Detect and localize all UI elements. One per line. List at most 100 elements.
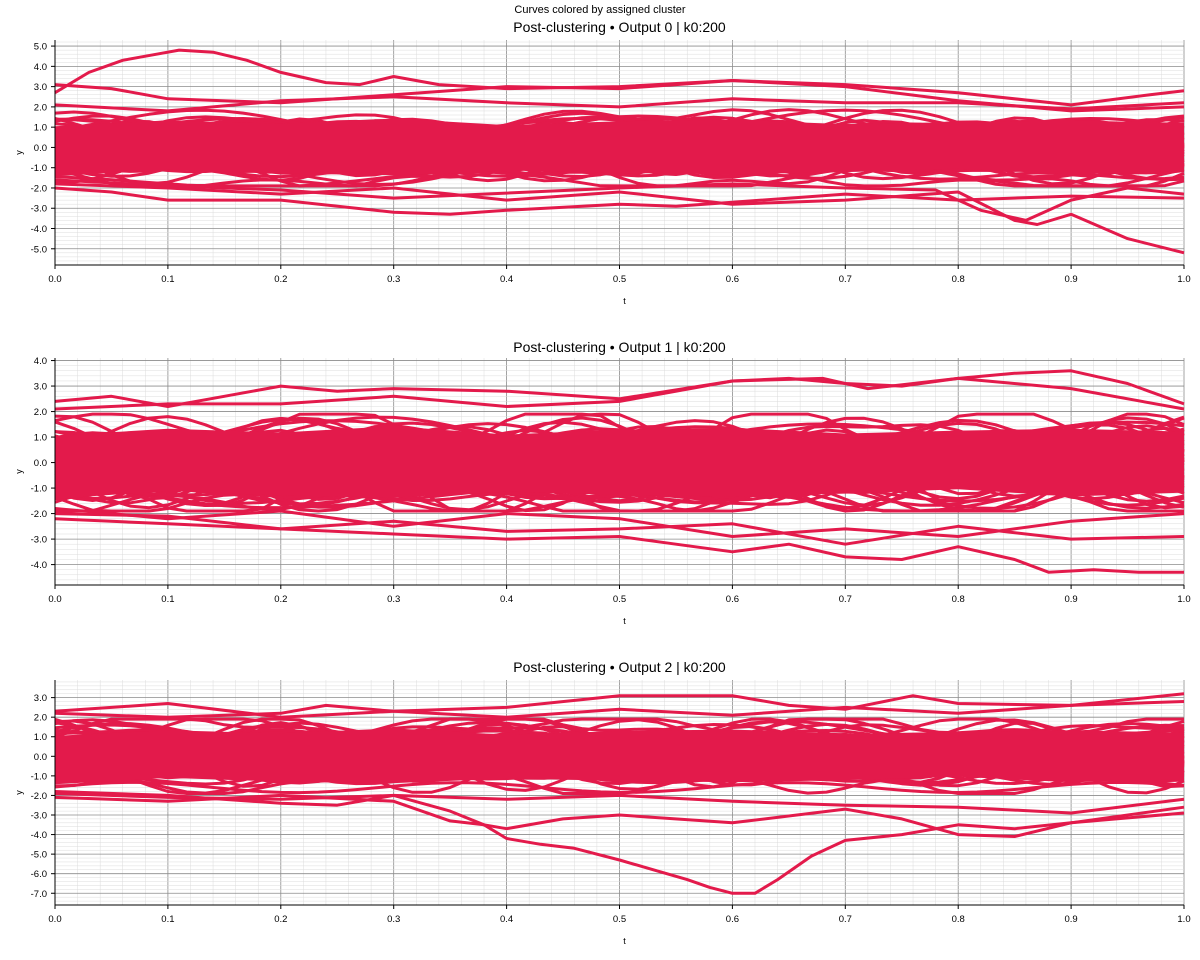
curve-bundle-core <box>55 426 1184 499</box>
y-axis-label: y <box>14 469 24 474</box>
series-line-0 <box>54 792 1185 895</box>
series-line-5 <box>54 95 1185 113</box>
y-tick-label: -2.0 <box>31 183 47 194</box>
x-tick-label: 0.8 <box>952 274 965 285</box>
y-tick-label: -4.0 <box>31 560 47 571</box>
y-tick-label: -5.0 <box>31 244 47 255</box>
x-tick-label: 0.1 <box>161 594 174 605</box>
y-tick-label: -3.0 <box>31 811 47 822</box>
x-tick-label: 0.2 <box>274 274 287 285</box>
y-tick-label: -7.0 <box>31 889 47 900</box>
curve-bundle <box>54 48 1185 255</box>
x-tick-label: 0.9 <box>1064 914 1077 925</box>
x-tick-label: 0.9 <box>1064 274 1077 285</box>
chart-title: Post-clustering • Output 0 | k0:200 <box>513 19 726 35</box>
x-tick-label: 0.3 <box>387 274 400 285</box>
x-tick-label: 0.2 <box>274 594 287 605</box>
y-tick-label: 3.0 <box>34 693 47 704</box>
x-axis-label: t <box>623 616 626 626</box>
series-line-1 <box>54 793 1185 838</box>
y-tick-label: 0.0 <box>34 458 47 469</box>
curve-bundle-core <box>55 728 1184 785</box>
x-tick-label: 0.5 <box>613 274 626 285</box>
x-tick-label: 0.3 <box>387 594 400 605</box>
series-line-2 <box>54 517 1184 574</box>
x-tick-label: 0.1 <box>161 914 174 925</box>
series-line-4 <box>54 507 1185 538</box>
y-tick-label: 4.0 <box>34 356 47 367</box>
x-tick-label: 0.9 <box>1064 594 1077 605</box>
series-line-3 <box>54 182 1185 255</box>
y-tick-label: 3.0 <box>34 382 47 393</box>
x-tick-label: 1.0 <box>1177 274 1190 285</box>
x-tick-label: 0.8 <box>952 914 965 925</box>
chart-title: Post-clustering • Output 2 | k0:200 <box>513 659 726 675</box>
x-tick-label: 0.4 <box>500 274 513 285</box>
series-line-1 <box>54 376 1185 411</box>
x-tick-label: 0.7 <box>839 914 852 925</box>
x-tick-label: 0.4 <box>500 914 513 925</box>
x-tick-label: 1.0 <box>1177 594 1190 605</box>
y-tick-label: 0.0 <box>34 143 47 154</box>
y-tick-label: 5.0 <box>34 42 47 53</box>
y-tick-label: -4.0 <box>31 224 47 235</box>
x-tick-label: 0.0 <box>48 274 61 285</box>
y-tick-label: 1.0 <box>34 433 47 444</box>
x-tick-label: 0.7 <box>839 274 852 285</box>
x-tick-label: 0.5 <box>613 914 626 925</box>
chart-title: Post-clustering • Output 1 | k0:200 <box>513 339 726 355</box>
x-tick-label: 0.0 <box>48 594 61 605</box>
y-tick-label: 1.0 <box>34 123 47 134</box>
cluster-curve <box>54 780 1185 795</box>
curve-bundle <box>54 369 1185 574</box>
y-tick-label: -1.0 <box>31 484 47 495</box>
series-line-2 <box>54 692 1185 719</box>
y-tick-label: 2.0 <box>34 713 47 724</box>
x-axis-label: t <box>623 936 626 946</box>
y-tick-label: 0.0 <box>34 752 47 763</box>
x-tick-label: 1.0 <box>1177 914 1190 925</box>
x-tick-label: 0.7 <box>839 594 852 605</box>
y-tick-label: -1.0 <box>31 163 47 174</box>
series-line-3 <box>54 700 1185 719</box>
y-axis-label: y <box>14 150 24 155</box>
curve-bundle <box>54 692 1185 895</box>
cluster-curve <box>54 165 1185 188</box>
chart-panel-1: Post-clustering • Output 1 | k0:200 0.0 0.… <box>14 339 1191 626</box>
cluster-curve <box>54 465 1185 510</box>
curve-bundle-core <box>55 118 1184 177</box>
y-tick-label: -1.0 <box>31 771 47 782</box>
y-tick-label: 2.0 <box>34 102 47 113</box>
x-axis-label: t <box>623 296 626 306</box>
y-tick-label: 4.0 <box>34 62 47 73</box>
series-line-0 <box>54 48 1185 113</box>
x-tick-label: 0.3 <box>387 914 400 925</box>
x-tick-label: 0.2 <box>274 914 287 925</box>
chart-panel-2: Post-clustering • Output 2 | k0:200 0.0 0.… <box>14 659 1191 946</box>
x-tick-label: 0.5 <box>613 594 626 605</box>
chart-panel-0: Post-clustering • Output 0 | k0:200 0.0 0.… <box>14 19 1191 306</box>
x-tick-label: 0.6 <box>726 914 739 925</box>
x-tick-label: 0.0 <box>48 914 61 925</box>
series-line-2 <box>54 186 1185 216</box>
series-line-1 <box>54 79 1185 107</box>
y-tick-label: -4.0 <box>31 830 47 841</box>
y-axis-label: y <box>14 790 24 795</box>
y-tick-label: -3.0 <box>31 535 47 546</box>
y-tick-label: -2.0 <box>31 791 47 802</box>
x-tick-label: 0.6 <box>726 594 739 605</box>
y-tick-label: 1.0 <box>34 732 47 743</box>
figure-suptitle: Curves colored by assigned cluster <box>514 4 686 16</box>
x-tick-label: 0.8 <box>952 594 965 605</box>
x-tick-label: 0.4 <box>500 594 513 605</box>
x-tick-label: 0.1 <box>161 274 174 285</box>
y-tick-label: 2.0 <box>34 407 47 418</box>
y-tick-label: -3.0 <box>31 204 47 215</box>
y-tick-label: 3.0 <box>34 82 47 93</box>
x-tick-label: 0.6 <box>726 274 739 285</box>
y-tick-label: -6.0 <box>31 869 47 880</box>
y-tick-label: -5.0 <box>31 850 47 861</box>
series-line-4 <box>54 178 1185 222</box>
